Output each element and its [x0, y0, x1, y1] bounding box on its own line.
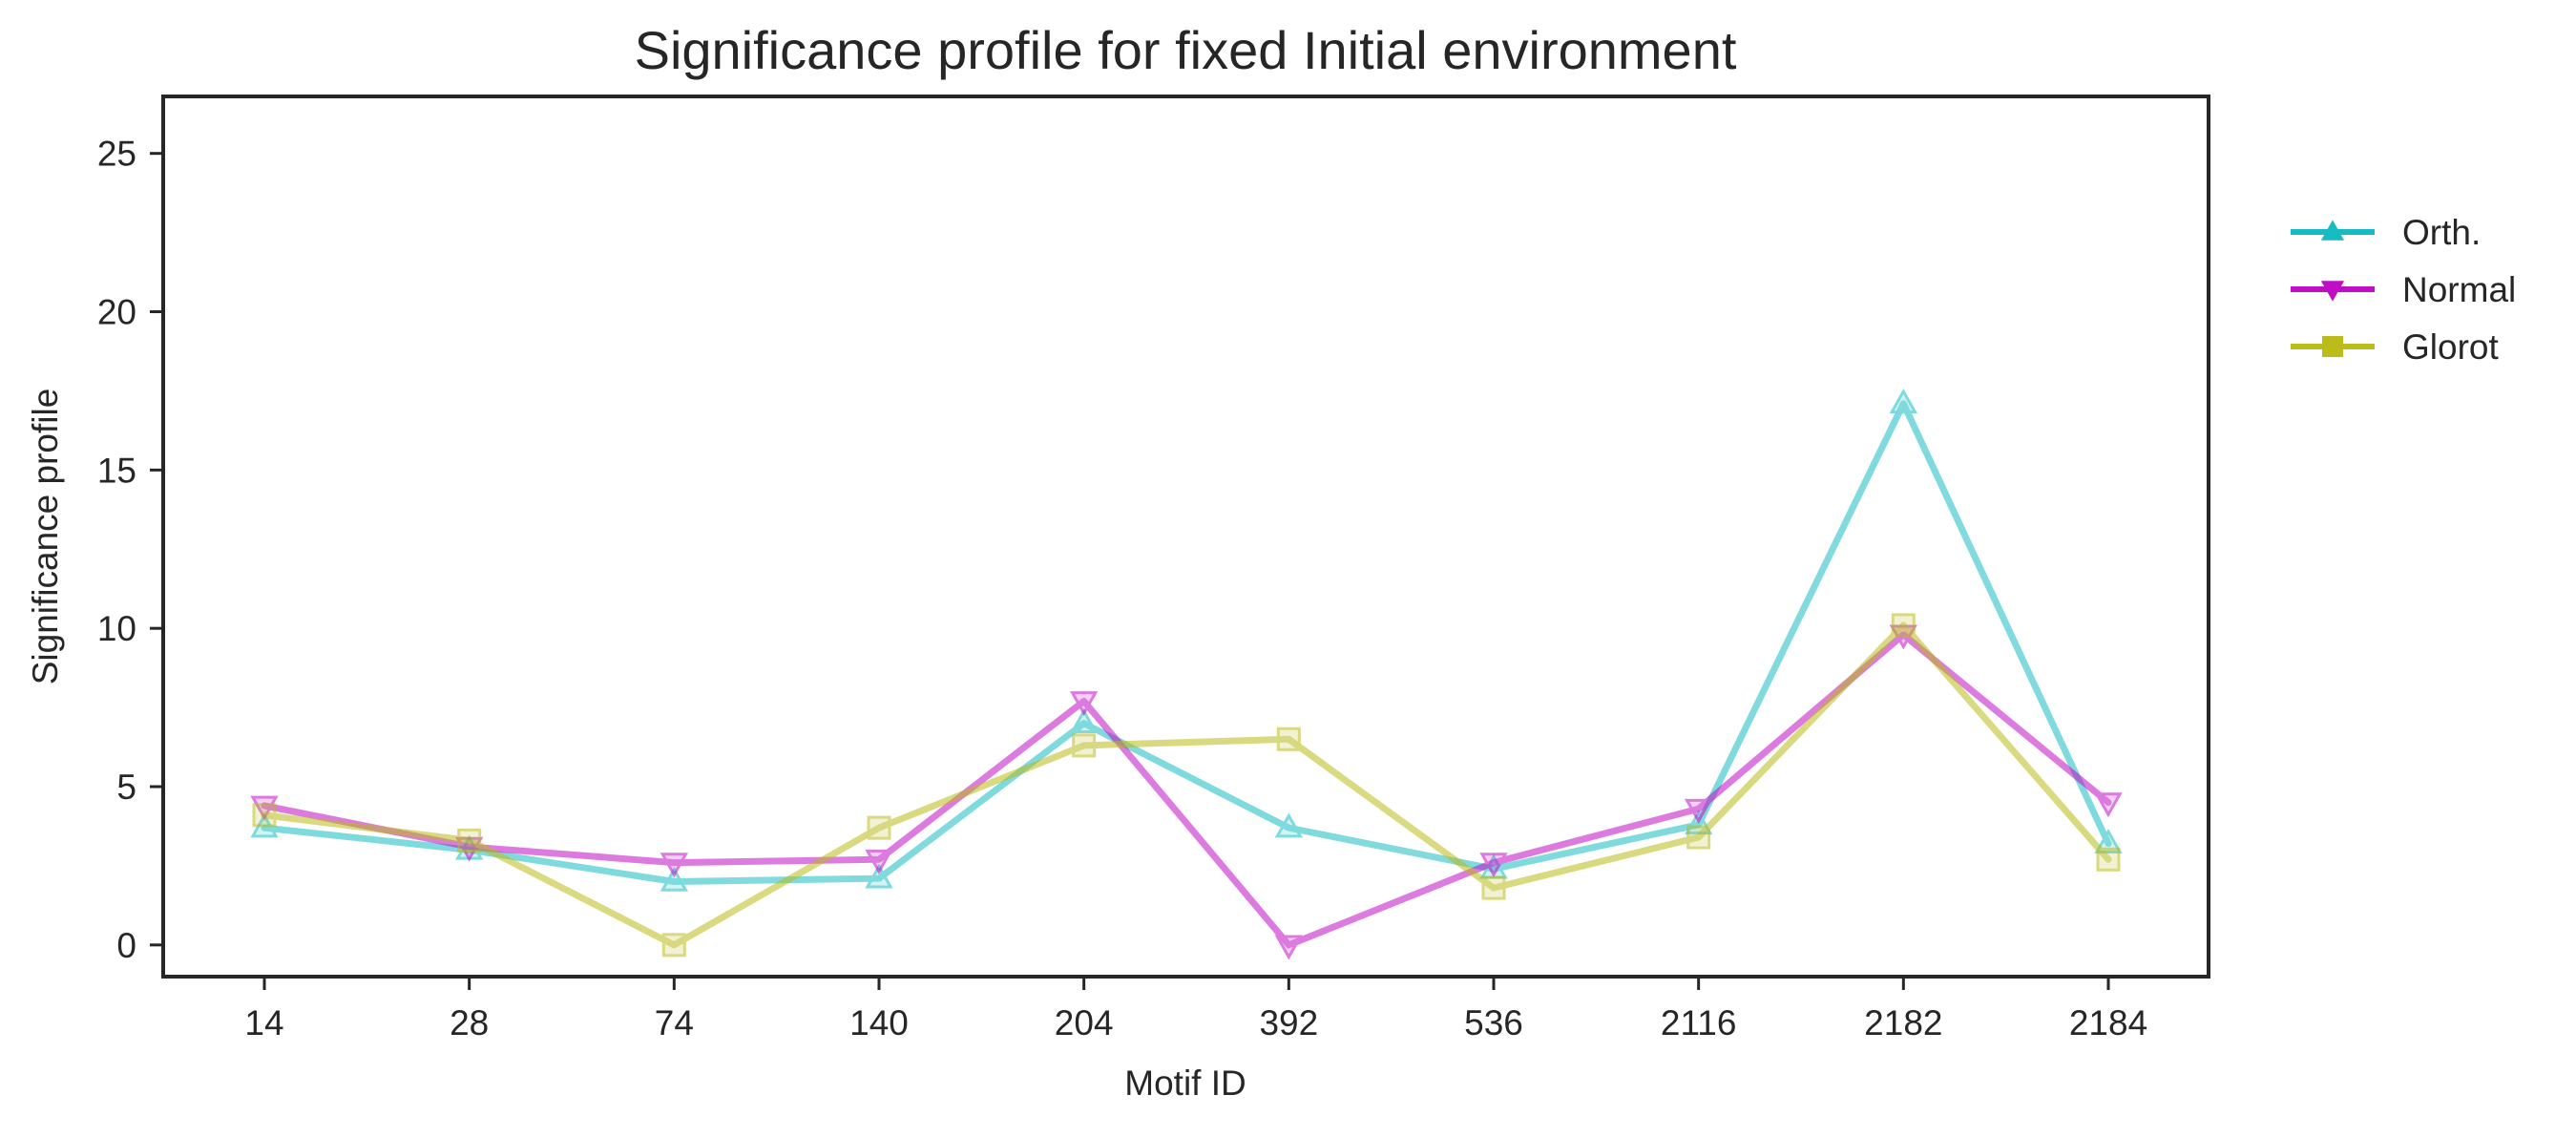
- data-point-orth: [1069, 707, 1099, 733]
- series-glorot: [252, 613, 2121, 958]
- data-point-normal: [1274, 935, 1304, 960]
- data-point-orth: [2094, 829, 2123, 854]
- series-orth: [250, 389, 2123, 892]
- y-tick-label: 0: [116, 926, 136, 965]
- x-tick-label: 204: [1055, 1003, 1114, 1042]
- legend: Orth. Normal Glorot: [2291, 213, 2516, 367]
- y-axis: 0 5 10 15 20 25: [97, 135, 163, 965]
- legend-label: Normal: [2402, 270, 2516, 309]
- data-point-glorot: [252, 803, 277, 828]
- y-tick-label: 25: [97, 135, 136, 174]
- plot-area-frame: [161, 95, 2210, 979]
- series-line-glorot: [261, 621, 2112, 949]
- data-point-orth: [1889, 389, 1918, 414]
- data-point-glorot: [661, 933, 686, 958]
- legend-marker: [2320, 220, 2345, 241]
- data-point-glorot: [1481, 875, 1506, 900]
- x-tick-label: 392: [1259, 1003, 1318, 1042]
- legend-marker: [2322, 336, 2343, 357]
- y-tick-label: 5: [116, 768, 136, 807]
- data-point-normal: [1479, 853, 1508, 878]
- data-point-orth: [660, 866, 689, 892]
- data-point-glorot: [1686, 825, 1711, 850]
- x-tick-label: 2182: [1864, 1003, 1942, 1042]
- legend-label: Orth.: [2402, 213, 2481, 252]
- data-point-glorot: [2096, 847, 2121, 872]
- legend-label: Glorot: [2402, 327, 2499, 367]
- data-point-orth: [865, 863, 893, 889]
- series-line-orth: [261, 400, 2112, 886]
- data-point-normal: [1684, 798, 1713, 824]
- x-tick-label: 28: [450, 1003, 489, 1042]
- data-point-glorot: [1276, 726, 1301, 751]
- data-point-normal: [1069, 691, 1099, 717]
- data-point-glorot: [867, 815, 891, 840]
- x-axis-label: Motif ID: [1124, 1063, 1246, 1103]
- legend-marker: [2320, 281, 2345, 302]
- data-point-glorot: [457, 828, 482, 853]
- legend-item-glorot: Glorot: [2291, 327, 2499, 367]
- x-tick-label: 140: [849, 1003, 909, 1042]
- legend-item-normal: Normal: [2291, 270, 2516, 309]
- x-tick-label: 74: [655, 1003, 694, 1042]
- data-point-glorot: [1891, 613, 1916, 638]
- y-tick-label: 10: [97, 609, 136, 648]
- y-axis-label: Significance profile: [26, 389, 65, 685]
- y-tick-label: 15: [97, 451, 136, 490]
- series-normal: [250, 624, 2123, 960]
- chart-title: Significance profile for fixed Initial e…: [635, 20, 1737, 80]
- series-line-normal: [261, 631, 2112, 949]
- data-point-normal: [660, 853, 689, 878]
- x-tick-label: 14: [244, 1003, 283, 1042]
- data-point-orth: [1274, 812, 1304, 838]
- series-layer: [250, 389, 2123, 960]
- legend-item-orth: Orth.: [2291, 213, 2481, 252]
- x-axis: 14 28 74 140 204 392 536 2116 2182 2184: [244, 977, 2147, 1042]
- data-point-normal: [2094, 792, 2123, 818]
- y-tick-label: 20: [97, 293, 136, 332]
- data-point-normal: [250, 795, 279, 821]
- x-tick-label: 2184: [2069, 1003, 2147, 1042]
- x-tick-label: 2116: [1661, 1003, 1737, 1042]
- data-point-normal: [865, 849, 893, 874]
- x-tick-label: 536: [1464, 1003, 1523, 1042]
- data-point-glorot: [1072, 733, 1097, 758]
